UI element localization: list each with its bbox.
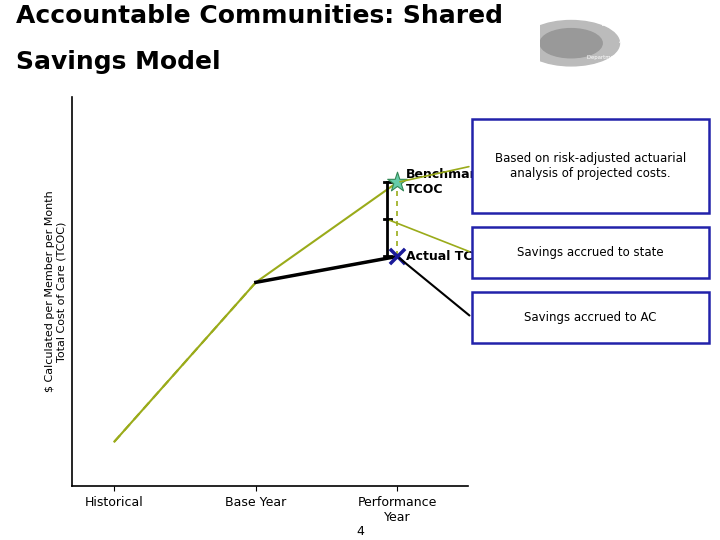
Point — [392, 252, 403, 261]
Text: Department of Health and Human Services: Department of Health and Human Services — [587, 56, 701, 60]
Circle shape — [540, 29, 602, 58]
Point — [392, 178, 403, 187]
Y-axis label: $ Calculated per Member per Month
Total Cost of Care (TCOC): $ Calculated per Member per Month Total … — [45, 191, 66, 393]
Text: Accountable Communities: Shared: Accountable Communities: Shared — [16, 4, 503, 28]
Circle shape — [523, 21, 619, 66]
Text: 4: 4 — [356, 524, 364, 538]
Text: Actual TCOC: Actual TCOC — [406, 250, 492, 263]
Text: Benchmark
TCOC: Benchmark TCOC — [406, 168, 485, 197]
Text: MaineCare Services: MaineCare Services — [601, 19, 686, 28]
Text: Savings accrued to AC: Savings accrued to AC — [524, 310, 657, 324]
Text: Savings Model: Savings Model — [16, 50, 220, 74]
Text: Based on risk-adjusted actuarial
analysis of projected costs.: Based on risk-adjusted actuarial analysi… — [495, 152, 686, 180]
Text: An Office of the: An Office of the — [619, 39, 668, 44]
Text: Savings accrued to state: Savings accrued to state — [517, 246, 664, 259]
